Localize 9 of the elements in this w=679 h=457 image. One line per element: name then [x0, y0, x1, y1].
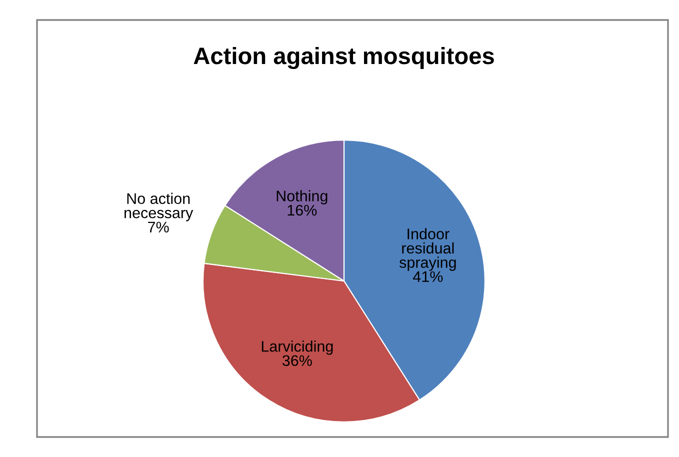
slice-label: Indoor residual spraying	[399, 228, 456, 271]
data-label: 16%	[288, 204, 317, 216]
slice-label: Larviciding	[262, 340, 333, 355]
slice-label: Nothing	[276, 190, 328, 204]
slice-label: No action necessary	[124, 192, 194, 222]
data-label: 7%	[148, 222, 169, 232]
chart-title: Action against mosquitoes	[194, 46, 494, 70]
data-label: 41%	[412, 271, 443, 282]
data-label: 36%	[282, 355, 312, 366]
